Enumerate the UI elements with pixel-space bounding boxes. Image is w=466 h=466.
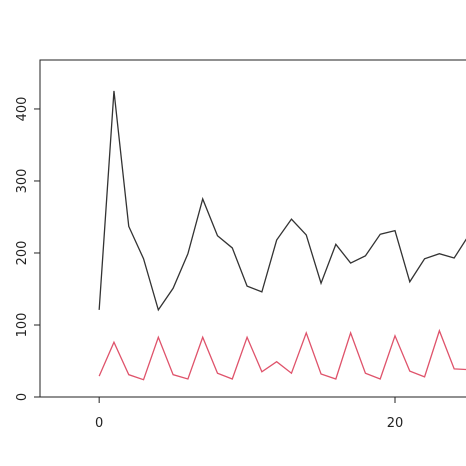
- y-tick-label: 400: [15, 97, 30, 122]
- plot-area: [98, 90, 466, 381]
- x-tick-label: 20: [387, 416, 404, 431]
- y-tick-label: 100: [15, 313, 30, 338]
- y-tick-label: 200: [15, 241, 30, 266]
- x-tick-label: 0: [95, 416, 103, 431]
- y-tick-label: 300: [15, 169, 30, 194]
- data-line: [98, 328, 466, 381]
- y-tick-label: 0: [15, 393, 30, 401]
- plot-frame: [39, 59, 466, 398]
- data-line: [98, 90, 466, 312]
